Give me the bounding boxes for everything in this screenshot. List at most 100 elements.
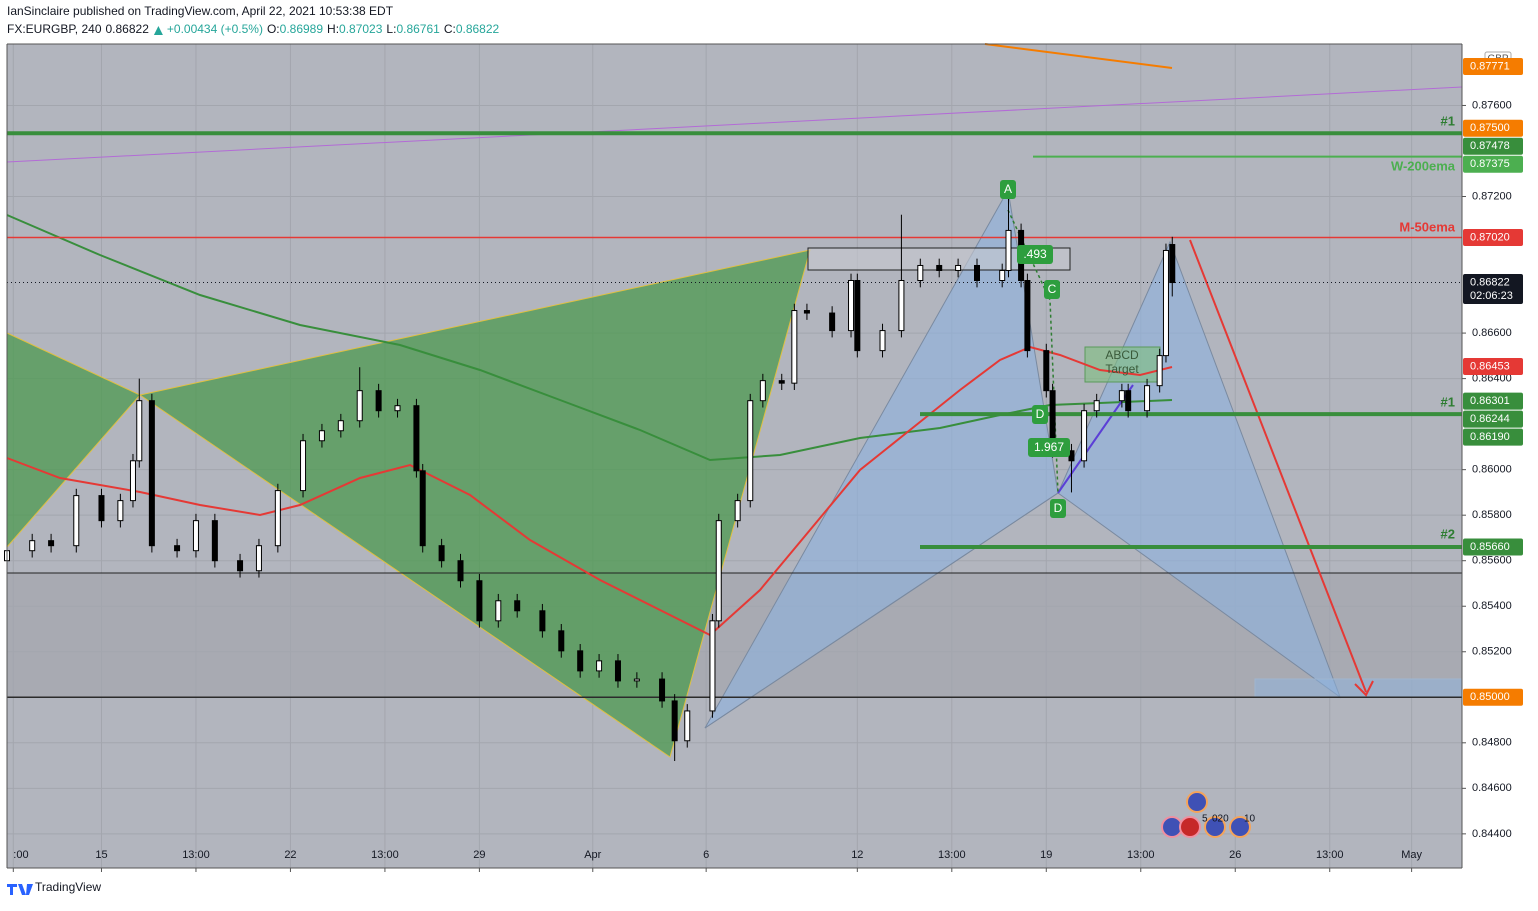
- price-tag-label: 0.86822: [1470, 276, 1510, 288]
- trend-line: [984, 43, 1173, 69]
- price-tag: [1463, 428, 1523, 446]
- candle-body: [211, 520, 218, 562]
- price-tag: [1463, 155, 1523, 173]
- ratio-badge: [1017, 245, 1053, 264]
- candle-body: [1156, 355, 1163, 387]
- target-label: Target: [1105, 362, 1139, 376]
- candle-body: [1081, 410, 1088, 462]
- ohlc-label: L:: [386, 22, 396, 36]
- price-axis: [1462, 44, 1538, 870]
- price-tag-label: 0.87478: [1470, 140, 1510, 152]
- candle-body: [117, 500, 124, 522]
- y-tick-label: 0.86000: [1472, 464, 1512, 476]
- candle-body: [148, 400, 155, 547]
- price-tag: [1463, 538, 1523, 556]
- candle-body: [394, 405, 401, 412]
- candle-body: [684, 710, 691, 742]
- candle-body: [1005, 229, 1012, 271]
- candle-body: [375, 390, 382, 412]
- price-tag-label: 0.86301: [1470, 395, 1510, 407]
- level-label: #1: [1441, 394, 1455, 409]
- candles: [4, 196, 1176, 762]
- ema-50: [6, 345, 1173, 637]
- candle-body: [715, 520, 722, 622]
- candle-body: [709, 620, 716, 712]
- x-tick-label: 13:00: [1316, 849, 1344, 861]
- x-tick-label: 13:00: [1127, 849, 1155, 861]
- candle-body: [300, 440, 307, 492]
- candle-body: [1169, 244, 1176, 284]
- candle-body: [1118, 390, 1125, 402]
- price-tag-label: 0.86244: [1470, 413, 1510, 425]
- level-label: #1: [1441, 113, 1455, 128]
- price-tags: 0.87771 0.87500 0.87478 0.87375 0.87020 0.864…: [1463, 58, 1523, 706]
- ohlc-value: 0.87023: [339, 22, 383, 36]
- price-tag: [1463, 274, 1523, 305]
- candle-body: [1093, 400, 1100, 412]
- x-tick-label: 26: [1229, 849, 1241, 861]
- ohlc-label: C:: [444, 22, 456, 36]
- ohlc-value: 0.86761: [396, 22, 440, 36]
- candle-body: [98, 495, 105, 522]
- ohlc-value: 0.86822: [456, 22, 500, 36]
- price-tag: [1463, 58, 1523, 76]
- y-tick-label: 0.85200: [1472, 646, 1512, 658]
- y-tick-label: 0.85800: [1472, 509, 1512, 521]
- candle-body: [747, 400, 754, 502]
- candle-body: [413, 405, 420, 472]
- y-tick-label: 0.84600: [1472, 782, 1512, 794]
- point-label: A: [1004, 182, 1012, 196]
- ohlc-label: H:: [327, 22, 339, 36]
- candle-body: [577, 650, 584, 672]
- ratio-badge: [1028, 438, 1070, 457]
- trend-line: [6, 86, 1463, 163]
- x-tick-label: 6: [703, 849, 709, 861]
- event-icon: [1179, 816, 1201, 838]
- price-tag: [1463, 688, 1523, 706]
- x-tick-label: 15: [95, 849, 107, 861]
- x-tick-label: 22: [284, 849, 296, 861]
- candle-body: [917, 264, 924, 282]
- candle-body: [854, 280, 861, 352]
- price-tag-label: 0.87020: [1470, 231, 1510, 243]
- point-badge: [1044, 280, 1060, 299]
- level-label: #2: [1441, 526, 1455, 541]
- candle-body: [476, 580, 483, 622]
- x-tick-label: :00: [13, 849, 28, 861]
- x-tick-label: 13:00: [182, 849, 210, 861]
- price-tag-label: 0.86190: [1470, 431, 1510, 443]
- point-badge: [1032, 405, 1048, 424]
- candle-body: [791, 310, 798, 384]
- candle-body: [237, 560, 244, 572]
- candle-body: [1125, 390, 1132, 412]
- candle-body: [936, 264, 943, 271]
- levels: [7, 131, 1462, 699]
- symbol-line: FX:EURGBP, 240 0.86822 +0.00434 (+0.5%) O:0…: [7, 22, 500, 36]
- candle-body: [1024, 280, 1031, 352]
- price-tag-label: 0.87500: [1470, 122, 1510, 134]
- event-icon: [1229, 816, 1251, 838]
- candle-body: [514, 600, 521, 612]
- candle-body: [759, 380, 766, 402]
- symbol: FX:EURGBP, 240: [7, 22, 102, 36]
- candle-body: [337, 420, 344, 432]
- arrow-head: [1354, 680, 1374, 697]
- candle-body: [73, 495, 80, 547]
- candle-body: [457, 560, 464, 582]
- event-count: 020: [1212, 814, 1229, 825]
- candle-body: [1043, 350, 1050, 392]
- event-count: 5: [1202, 814, 1208, 825]
- price-tag-label: 0.87771: [1470, 60, 1510, 72]
- change: +0.00434 (+0.5%): [167, 22, 263, 36]
- event-icon: [1186, 791, 1208, 813]
- level-label: W-200ema: [1391, 158, 1456, 173]
- countdown: 02:06:23: [1470, 290, 1513, 302]
- x-axis: :00 15 13:00 22 13:00 29 Apr 6 12 13:00 19 13:00 26 1…: [12, 849, 1423, 872]
- price-tag: [1463, 137, 1523, 155]
- y-axis: 0.87600 0.87200 0.86600 0.86400 0.86000 0.858…: [1462, 99, 1512, 840]
- candle-body: [136, 400, 143, 462]
- candle-body: [898, 280, 905, 332]
- up-arrow: [153, 26, 163, 35]
- ratio-label: 1.967: [1034, 440, 1064, 454]
